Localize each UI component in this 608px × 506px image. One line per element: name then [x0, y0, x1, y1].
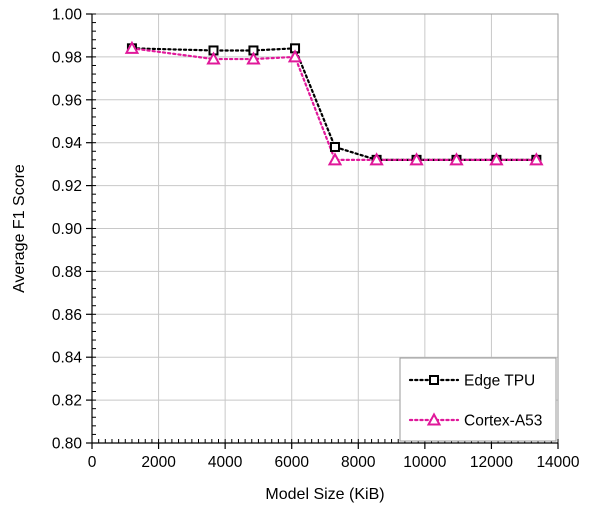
y-tick-label: 0.94	[52, 135, 83, 152]
triangle-marker	[206, 51, 221, 65]
triangle-marker	[489, 152, 504, 166]
y-tick-label: 0.92	[52, 178, 82, 195]
legend: Edge TPU Cortex-A53	[399, 357, 557, 442]
y-tick-label: 0.82	[52, 393, 82, 410]
x-tick-label: 6000	[274, 454, 309, 471]
y-tick-label: 0.98	[52, 49, 82, 66]
x-tick-label: 2000	[141, 454, 176, 471]
triangle-marker	[409, 152, 424, 166]
axes: 0 2000 4000 6000 8000 10000 12000 14000 0.80 0.82…	[52, 7, 580, 472]
legend-box	[399, 357, 557, 442]
y-tick-label: 1.00	[52, 7, 83, 24]
legend-label: Edge TPU	[464, 373, 535, 390]
y-tick-label: 0.90	[52, 221, 83, 238]
y-axis-title: Average F1 Score	[11, 164, 28, 293]
series-layer	[124, 40, 544, 166]
legend-square-marker	[429, 375, 439, 385]
x-tick-label: 10000	[403, 454, 446, 471]
x-tick-label: 4000	[208, 454, 243, 471]
triangle-marker	[529, 152, 544, 166]
series-line-cortex-a53	[130, 47, 538, 161]
triangle-marker	[449, 152, 464, 166]
x-tick-label: 14000	[536, 454, 579, 471]
x-axis-title: Model Size (KiB)	[265, 486, 384, 503]
x-tick-label: 8000	[341, 454, 376, 471]
y-tick-label: 0.96	[52, 92, 82, 109]
y-tick-label: 0.84	[52, 350, 83, 367]
triangle-marker	[369, 152, 384, 166]
triangle-marker	[246, 51, 261, 65]
y-tick-label: 0.88	[52, 264, 82, 281]
triangle-marker	[327, 152, 343, 166]
y-tick-label: 0.86	[52, 307, 82, 324]
triangle-marker	[287, 49, 303, 63]
x-tick-label: 12000	[470, 454, 513, 471]
y-tick-label: 0.80	[52, 436, 83, 453]
square-marker	[329, 141, 340, 152]
x-tick-label: 0	[88, 454, 97, 471]
legend-triangle-marker	[426, 412, 442, 426]
triangle-marker	[124, 40, 140, 54]
legend-label: Cortex-A53	[464, 413, 542, 430]
